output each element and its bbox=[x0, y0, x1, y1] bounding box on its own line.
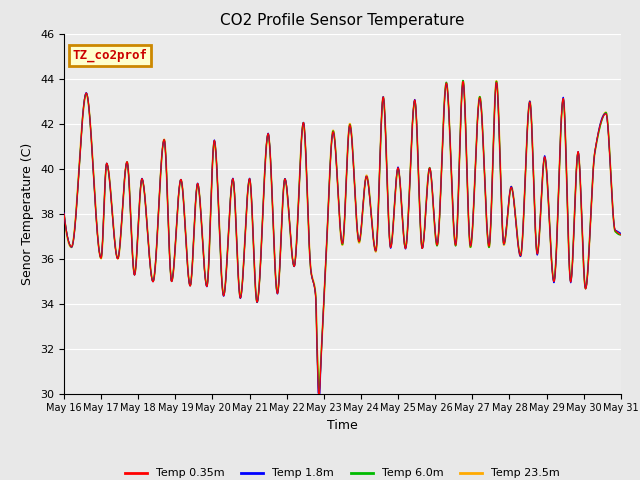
X-axis label: Time: Time bbox=[327, 419, 358, 432]
Legend: Temp 0.35m, Temp 1.8m, Temp 6.0m, Temp 23.5m: Temp 0.35m, Temp 1.8m, Temp 6.0m, Temp 2… bbox=[120, 464, 564, 480]
Title: CO2 Profile Sensor Temperature: CO2 Profile Sensor Temperature bbox=[220, 13, 465, 28]
Y-axis label: Senor Temperature (C): Senor Temperature (C) bbox=[22, 143, 35, 285]
Text: TZ_co2prof: TZ_co2prof bbox=[72, 49, 147, 62]
